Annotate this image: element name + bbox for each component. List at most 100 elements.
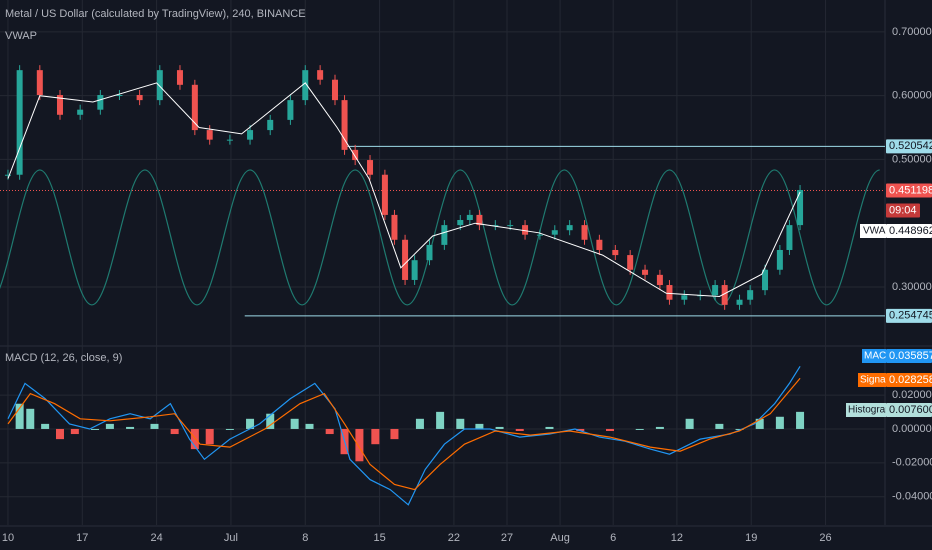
candle (116, 95, 123, 97)
candle (712, 285, 719, 296)
candle (97, 95, 104, 110)
histogram-last-value: 0.007600 (889, 404, 932, 416)
candle (681, 295, 688, 300)
indicator-line (7, 377, 801, 491)
candle (381, 174, 388, 215)
candle (267, 119, 274, 131)
candle (736, 299, 743, 305)
histogram-bar (305, 423, 314, 429)
histogram-bar (91, 428, 100, 430)
vwap-line (7, 82, 801, 298)
histogram-bar (655, 426, 664, 429)
x-tick-label: Jul (224, 532, 238, 544)
histogram-bar (126, 426, 135, 429)
candle (797, 190, 804, 226)
x-tick-label: 19 (745, 532, 757, 544)
candle (302, 70, 309, 101)
chart-title: Metal / US Dollar (calculated by Trading… (5, 8, 306, 20)
level-label-box (886, 139, 932, 154)
histogram-bar (755, 418, 764, 429)
series-last-value-box (886, 373, 932, 387)
histogram-bar (436, 411, 445, 429)
candle (507, 225, 514, 227)
histogram-bar (55, 428, 64, 440)
histogram-bar (225, 428, 234, 430)
indicator-title: VWAP (5, 30, 37, 42)
series-name: Signal (860, 375, 888, 386)
histogram-bar (150, 423, 159, 429)
countdown: 09:04 (889, 204, 917, 216)
histogram-bar (205, 428, 214, 445)
vwap-name: VWAP (863, 226, 892, 237)
histogram-name-box (846, 403, 886, 417)
histogram-name: Histogram (848, 405, 894, 416)
last-price-label-box (886, 183, 932, 198)
candle (476, 214, 483, 226)
x-tick-label: 27 (501, 532, 513, 544)
candle (191, 84, 198, 131)
candle (666, 285, 673, 300)
histogram-bar (715, 423, 724, 429)
series-name-box (862, 349, 886, 363)
candle (457, 220, 464, 226)
last-price-label: 0.451198 (889, 184, 932, 196)
histogram-bar (685, 418, 694, 429)
histogram-bar (170, 428, 179, 435)
candle (426, 244, 433, 261)
histogram-bar (495, 426, 504, 429)
x-tick-label: 6 (610, 532, 616, 544)
x-tick-label: 17 (76, 532, 88, 544)
candle (331, 79, 338, 101)
vwap-last-value-box (886, 224, 932, 238)
candle (402, 239, 409, 280)
x-tick-label: 24 (150, 532, 162, 544)
histogram-bar (796, 411, 805, 429)
candle (247, 130, 254, 140)
vwap-name-box (860, 224, 886, 238)
histogram-bar (190, 428, 199, 450)
candle (441, 225, 448, 245)
candle (16, 70, 23, 175)
histogram-bar (266, 413, 275, 429)
candle (287, 100, 294, 120)
histogram-bar (41, 423, 50, 429)
candle (391, 214, 398, 240)
y-tick-label: 0.000000 (892, 423, 932, 435)
candle (367, 160, 374, 175)
histogram-bar (635, 428, 644, 430)
histogram-bar (475, 423, 484, 429)
candle (156, 70, 163, 101)
x-tick-label: 10 (2, 532, 14, 544)
histogram-last-value-box (886, 403, 932, 417)
candle (206, 130, 213, 140)
histogram-bar (515, 428, 524, 431)
histogram-bar (15, 403, 24, 429)
candle (317, 70, 324, 80)
x-tick-label: 15 (373, 532, 385, 544)
x-tick-label: 12 (671, 532, 683, 544)
histogram-bar (415, 418, 424, 429)
x-tick-label: 26 (819, 532, 831, 544)
candle (551, 230, 558, 235)
candle (566, 225, 573, 231)
level-label-box (886, 308, 932, 323)
candle (581, 225, 588, 240)
vwap-last-value: 0.448962 (889, 225, 932, 237)
wave-line (0, 169, 880, 306)
candle (776, 249, 783, 270)
candle (536, 234, 543, 236)
candle (721, 285, 728, 305)
histogram-bar (775, 416, 784, 429)
candle (492, 225, 499, 227)
histogram-bar (26, 408, 35, 429)
candle (747, 290, 754, 300)
candle (656, 274, 663, 286)
histogram-bar (371, 428, 380, 445)
histogram-bar (290, 418, 299, 429)
candle (56, 95, 63, 115)
